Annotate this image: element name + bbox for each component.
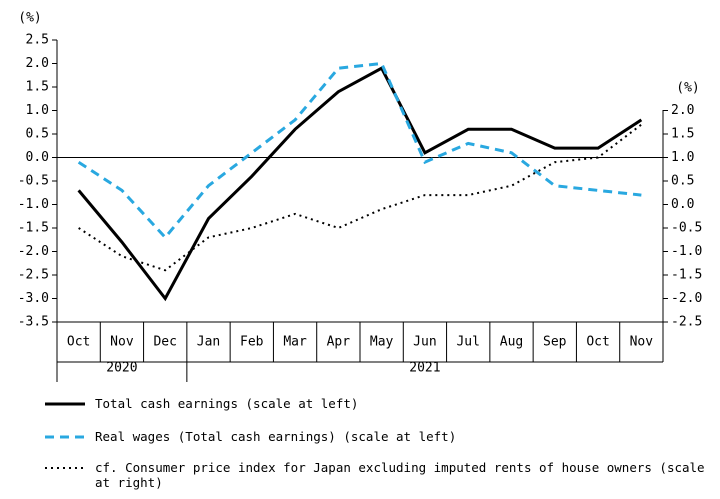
series-line bbox=[77, 61, 642, 240]
y-tick-label: -3.5 bbox=[18, 315, 49, 330]
x-tick-label: Apr bbox=[327, 335, 351, 350]
y-tick-label: 2.5 bbox=[26, 33, 49, 48]
x-tick-label: Nov bbox=[110, 335, 134, 350]
year-label: 2020 bbox=[106, 361, 137, 376]
y-tick-label: 0.5 bbox=[26, 127, 49, 142]
y2-tick-label: -2.5 bbox=[671, 315, 702, 330]
x-tick-label: Jun bbox=[413, 335, 436, 350]
x-tick-label: Oct bbox=[67, 335, 90, 350]
y2-tick-label: 1.0 bbox=[671, 150, 694, 165]
x-tick-label: Jan bbox=[197, 335, 220, 350]
legend-label: Total cash earnings (scale at left) bbox=[95, 396, 359, 411]
y-tick-label: 1.5 bbox=[26, 80, 49, 95]
y-unit: (%) bbox=[18, 11, 41, 26]
y2-tick-label: -1.5 bbox=[671, 268, 702, 283]
x-tick-label: Jul bbox=[456, 335, 479, 350]
y2-unit: (%) bbox=[676, 81, 699, 96]
y-tick-label: 2.0 bbox=[26, 56, 49, 71]
year-label: 2021 bbox=[409, 361, 440, 376]
series-line bbox=[77, 66, 643, 302]
y-tick-label: 0.0 bbox=[26, 150, 49, 165]
y-tick-label: -1.0 bbox=[18, 197, 49, 212]
y-tick-label: -2.5 bbox=[18, 268, 49, 283]
y2-tick-label: 0.5 bbox=[671, 174, 694, 189]
x-tick-label: Mar bbox=[283, 335, 307, 350]
y2-tick-label: -0.5 bbox=[671, 221, 702, 236]
y-tick-label: -0.5 bbox=[18, 174, 49, 189]
x-tick-label: Dec bbox=[153, 335, 176, 350]
y2-tick-label: 0.0 bbox=[671, 197, 694, 212]
x-tick-label: Oct bbox=[586, 335, 609, 350]
y-tick-label: -2.0 bbox=[18, 244, 49, 259]
y-tick-label: -1.5 bbox=[18, 221, 49, 236]
x-tick-label: May bbox=[370, 335, 394, 350]
legend-label: cf. Consumer price index for Japan exclu… bbox=[95, 460, 705, 490]
x-tick-label: Nov bbox=[630, 335, 654, 350]
x-tick-label: Sep bbox=[543, 335, 567, 350]
y2-tick-label: 2.0 bbox=[671, 103, 694, 118]
y-tick-label: 1.0 bbox=[26, 103, 49, 118]
y-tick-label: -3.0 bbox=[18, 291, 49, 306]
y2-tick-label: -1.0 bbox=[671, 244, 702, 259]
y2-tick-label: 1.5 bbox=[671, 127, 694, 142]
series-line bbox=[78, 123, 642, 272]
legend-label: Real wages (Total cash earnings) (scale … bbox=[95, 429, 457, 444]
x-tick-label: Feb bbox=[240, 335, 264, 350]
x-tick-label: Aug bbox=[500, 335, 523, 350]
y2-tick-label: -2.0 bbox=[671, 291, 702, 306]
